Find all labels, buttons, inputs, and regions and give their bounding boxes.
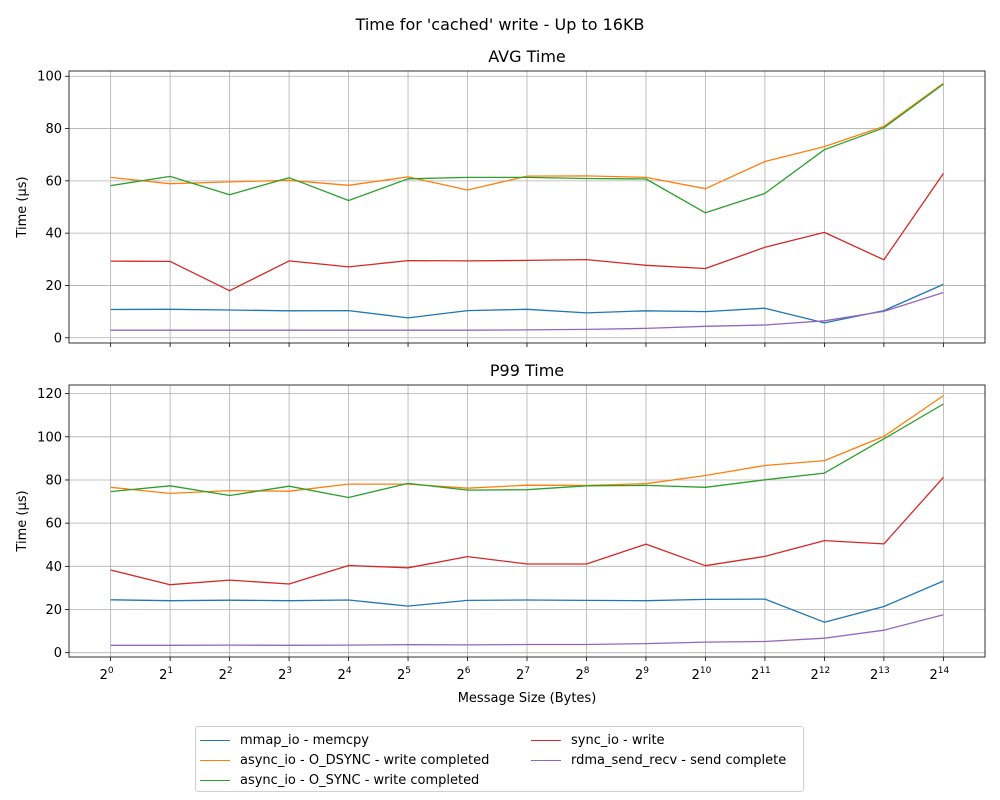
legend-swatch-mmap-io xyxy=(200,739,230,741)
avg-panel-title: AVG Time xyxy=(488,47,566,66)
x-tick-label: 24 xyxy=(338,666,352,683)
y-tick-label: 120 xyxy=(37,387,62,402)
legend-label-async-osync: async_io - O_SYNC - write completed xyxy=(240,772,480,788)
legend-item-async-osync: async_io - O_SYNC - write completed xyxy=(200,770,479,790)
legend-swatch-async-odsync xyxy=(200,759,230,761)
y-tick-label: 20 xyxy=(45,279,62,294)
series-line-3 xyxy=(110,476,944,586)
y-tick-label: 60 xyxy=(45,174,62,189)
legend-item-rdma: rdma_send_recv - send complete xyxy=(531,750,786,770)
y-tick-label: 100 xyxy=(37,70,62,85)
y-tick-label: 80 xyxy=(45,473,62,488)
legend: mmap_io - memcpy async_io - O_DSYNC - wr… xyxy=(195,726,804,792)
x-tick-label: 212 xyxy=(811,666,831,683)
x-tick-label: 210 xyxy=(692,666,712,683)
series-line-2 xyxy=(110,83,944,214)
series-line-3 xyxy=(110,173,944,292)
x-tick-label: 28 xyxy=(575,666,589,683)
legend-label-async-odsync: async_io - O_DSYNC - write completed xyxy=(240,752,490,768)
y-tick-label: 40 xyxy=(45,227,62,242)
figure-title: Time for 'cached' write - Up to 16KB xyxy=(355,15,645,34)
series-line-1 xyxy=(110,82,944,191)
series-line-4 xyxy=(110,614,944,646)
plot-frame xyxy=(68,70,986,344)
series-line-4 xyxy=(110,291,944,331)
y-tick-label: 100 xyxy=(37,430,62,445)
legend-label-sync-io: sync_io - write xyxy=(571,732,665,748)
legend-swatch-async-osync xyxy=(200,779,230,781)
y-tick-label: 20 xyxy=(45,603,62,618)
y-tick-label: 40 xyxy=(45,560,62,575)
y-tick-label: 60 xyxy=(45,517,62,532)
y-tick-label: 80 xyxy=(45,122,62,137)
x-tick-label: 22 xyxy=(219,666,233,683)
x-tick-label: 213 xyxy=(870,666,890,683)
plot-frame xyxy=(68,384,986,658)
x-tick-label: 25 xyxy=(397,666,411,683)
x-tick-label: 214 xyxy=(929,666,949,683)
x-tick-label: 21 xyxy=(159,666,173,683)
avg-panel-ylabel: Time (µs) xyxy=(15,176,30,238)
legend-swatch-sync-io xyxy=(531,739,561,741)
avg-time-panel: AVG Time Time (µs) 0 20 40 60 80 100 xyxy=(15,47,986,347)
y-tick-label: 0 xyxy=(54,331,62,346)
legend-item-async-odsync: async_io - O_DSYNC - write completed xyxy=(200,750,489,770)
x-tick-label: 23 xyxy=(278,666,292,683)
legend-label-rdma: rdma_send_recv - send complete xyxy=(571,752,787,768)
x-tick-label: 27 xyxy=(516,666,530,683)
series-line-1 xyxy=(110,395,944,495)
legend-swatch-rdma xyxy=(531,759,561,761)
x-tick-label: 29 xyxy=(635,666,649,683)
p99-panel-ylabel: Time (µs) xyxy=(15,490,30,552)
series-line-0 xyxy=(110,580,944,623)
legend-label-mmap-io: mmap_io - memcpy xyxy=(240,732,369,748)
x-axis-label: Message Size (Bytes) xyxy=(458,691,597,706)
series-line-0 xyxy=(110,283,944,324)
x-tick-label: 26 xyxy=(457,666,471,683)
x-tick-label: 211 xyxy=(751,666,771,683)
y-tick-label: 0 xyxy=(54,646,62,661)
series-line-2 xyxy=(110,403,944,499)
legend-item-sync-io: sync_io - write xyxy=(531,730,665,750)
p99-panel-title: P99 Time xyxy=(490,361,564,380)
legend-item-mmap-io: mmap_io - memcpy xyxy=(200,730,369,750)
x-tick-label: 20 xyxy=(100,666,114,683)
